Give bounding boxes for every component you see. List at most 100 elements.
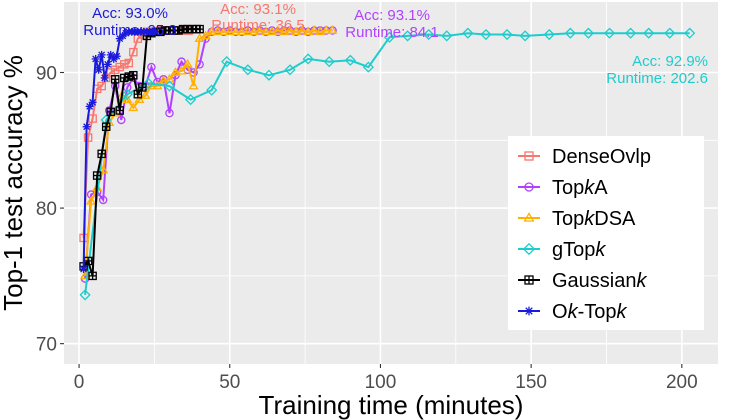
- data-point-gaussiank: [129, 70, 138, 80]
- data-point-denseovlp: [120, 60, 129, 69]
- marker-square: [97, 81, 106, 91]
- marker-diamond: [480, 28, 492, 41]
- marker-diamond: [121, 88, 133, 100]
- data-point-topkdsa: [290, 26, 302, 36]
- data-point-topkdsa: [86, 195, 97, 205]
- marker-triangle: [260, 26, 272, 36]
- annotation-acc-ok-topk: Acc: 93.0%: [92, 5, 168, 22]
- data-point-topkdsa: [242, 26, 253, 36]
- marker-diamond: [263, 69, 275, 81]
- data-point-topkdsa: [218, 26, 229, 36]
- data-point-gaussiank: [195, 24, 204, 34]
- data-point-topkdsa: [260, 26, 272, 36]
- marker-triangle: [128, 102, 139, 112]
- legend-key-marker: [524, 275, 534, 285]
- data-point-ok-topk: [97, 50, 106, 59]
- marker-ast-4: [80, 265, 88, 273]
- marker-square: [88, 114, 97, 123]
- data-point-gtopk: [242, 64, 254, 76]
- marker-triangle: [272, 25, 284, 34]
- marker-diamond: [79, 289, 91, 301]
- data-point-gtopk: [263, 69, 275, 81]
- marker-square: [120, 60, 129, 69]
- data-point-gtopk: [284, 64, 296, 76]
- x-tick-label: 150: [515, 372, 547, 393]
- x-tick-label: 100: [365, 372, 397, 393]
- legend-label-gtopk: gTopk: [552, 239, 606, 261]
- legend-label-topka: TopkA: [552, 177, 608, 199]
- data-point-gtopk: [543, 28, 555, 41]
- marker-triangle: [206, 26, 217, 36]
- marker-triangle: [236, 26, 247, 36]
- data-point-topkdsa: [122, 94, 133, 103]
- annotation-runtime-topka: Runtime: 84.1: [345, 24, 438, 41]
- marker-triangle: [212, 26, 223, 36]
- data-point-topkdsa: [176, 65, 187, 75]
- data-point-topkdsa: [128, 102, 139, 112]
- data-point-gaussiank: [124, 72, 134, 81]
- data-point-denseovlp: [97, 81, 106, 91]
- legend-key-marker: [524, 182, 534, 192]
- data-point-denseovlp: [88, 114, 97, 123]
- marker-square: [83, 133, 93, 142]
- data-point-gtopk: [643, 27, 655, 39]
- marker-triangle: [321, 25, 332, 34]
- marker-triangle: [224, 26, 235, 36]
- data-point-ok-topk: [103, 60, 112, 69]
- legend-item-gtopk: gTopk: [518, 239, 606, 261]
- data-point-ok-topk: [112, 52, 121, 61]
- legend-key-marker: [524, 151, 534, 161]
- data-point-gtopk: [519, 30, 531, 42]
- marker-triangle: [86, 195, 97, 205]
- marker-triangle: [146, 80, 157, 90]
- data-point-gtopk: [163, 80, 176, 92]
- data-point-gtopk: [564, 27, 576, 39]
- marker-ast-4: [107, 51, 115, 59]
- y-tick-label: 80: [36, 199, 57, 220]
- data-point-topkdsa: [212, 26, 223, 36]
- data-point-topka: [177, 57, 186, 66]
- marker-ast-4: [113, 52, 121, 60]
- marker-triangle: [122, 94, 133, 103]
- annotation-runtime-ok-topk: Runtime: 25.3: [83, 22, 176, 39]
- legend-item-denseovlp: DenseOvlp: [518, 146, 651, 168]
- marker-ast-4: [525, 307, 533, 315]
- data-point-topkdsa: [140, 90, 151, 99]
- data-point-topkdsa: [315, 26, 326, 36]
- marker-diamond: [501, 28, 513, 41]
- data-point-gtopk: [423, 28, 435, 41]
- marker-diamond: [643, 27, 655, 39]
- marker-diamond: [242, 64, 254, 76]
- marker-triangle: [218, 26, 229, 36]
- x-tick-label: 0: [74, 372, 85, 393]
- data-point-gtopk: [401, 30, 414, 42]
- marker-diamond: [564, 27, 576, 39]
- marker-triangle: [248, 26, 259, 36]
- marker-triangle: [297, 25, 308, 34]
- marker-diamond: [603, 27, 616, 39]
- series-topkdsa: [80, 25, 338, 280]
- data-point-topkdsa: [224, 26, 235, 36]
- data-point-gtopk: [664, 27, 676, 39]
- legend-item-gaussiank: Gaussiank: [518, 270, 648, 292]
- data-point-gaussiank: [115, 106, 125, 115]
- marker-diamond: [522, 242, 536, 256]
- data-point-gaussiank: [106, 107, 115, 117]
- marker-triangle: [230, 26, 241, 36]
- marker-triangle: [170, 67, 181, 76]
- annotation-runtime-gtopk: Runtime: 202.6: [606, 70, 708, 87]
- marker-diamond: [401, 30, 414, 42]
- data-point-topka: [98, 195, 108, 205]
- marker-diamond: [284, 64, 296, 76]
- legend-key-marker: [522, 242, 536, 256]
- x-tick-label: 50: [219, 372, 240, 393]
- y-axis-title: Top-1 test accuracy %: [0, 55, 28, 311]
- data-point-ok-topk: [106, 50, 115, 59]
- marker-diamond: [323, 56, 335, 68]
- data-point-topkdsa: [170, 67, 181, 76]
- data-point-ok-topk: [79, 265, 88, 274]
- legend-item-topka: TopkA: [518, 177, 608, 199]
- data-point-topkdsa: [248, 26, 259, 36]
- series-ok-topk: [79, 27, 160, 274]
